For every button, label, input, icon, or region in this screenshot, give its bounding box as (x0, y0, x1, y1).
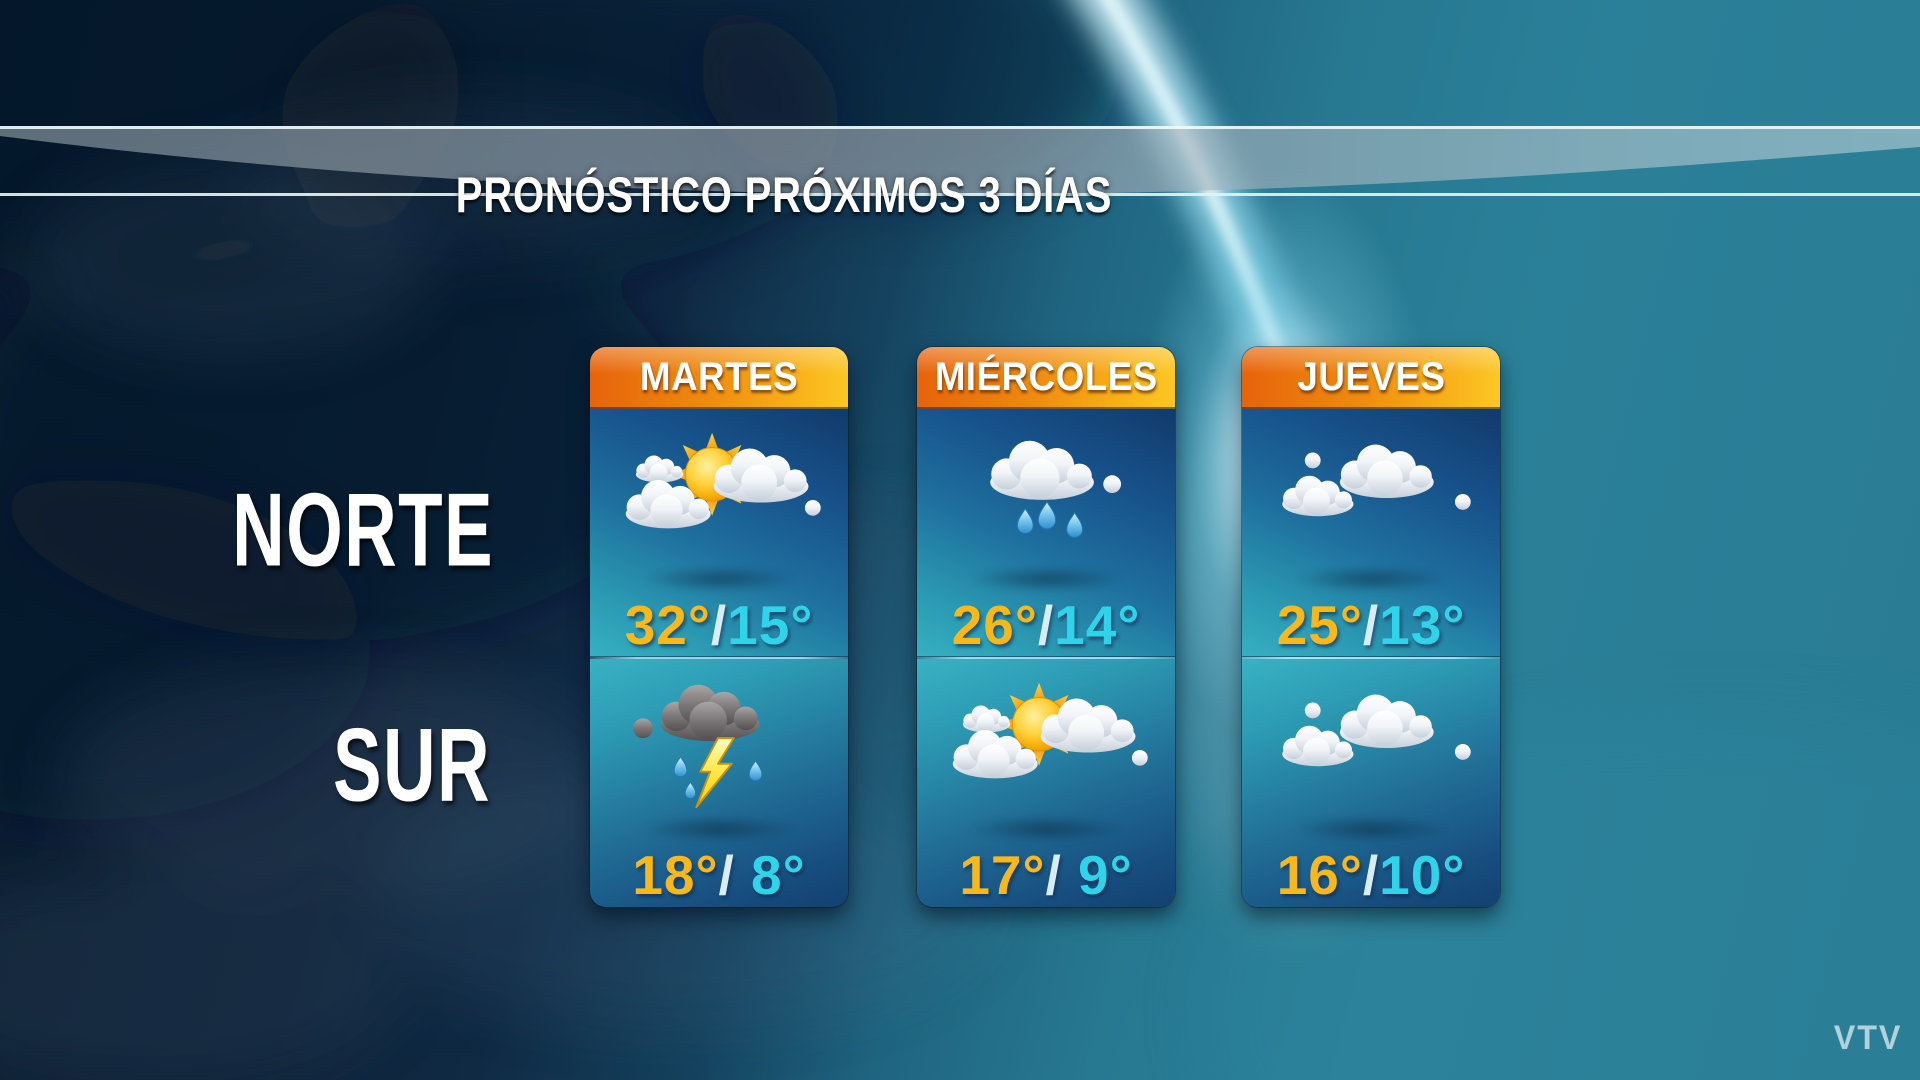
temperature-row: 18°/ 8° (590, 845, 848, 905)
forecast-cell-jueves-sur: 16°/10° (1242, 659, 1500, 907)
forecast-cell-miercoles-norte: 26°/14° (917, 409, 1175, 657)
forecast-cell-jueves-norte: 25°/13° (1242, 409, 1500, 657)
sun-behind-clouds-icon (613, 417, 825, 575)
temperature-row: 32°/15° (590, 595, 848, 655)
icon-shadow (968, 565, 1124, 593)
banner-top-line (0, 126, 1920, 129)
day-header: JUEVES (1242, 347, 1500, 409)
temp-separator: / (1037, 594, 1055, 656)
temperature-row: 16°/10° (1242, 845, 1500, 905)
rain-cloud-icon (940, 417, 1152, 575)
day-card-miercoles: MIÉRCOLES 26°/14° 17°/ 9° (917, 347, 1175, 907)
temp-separator: / (710, 594, 728, 656)
temperature-row: 25°/13° (1242, 595, 1500, 655)
weather-icon-use (633, 685, 762, 807)
low-temp: 15° (727, 594, 814, 656)
high-temp: 17° (959, 844, 1046, 906)
weather-icon-use (953, 683, 1148, 779)
low-temp: 10° (1379, 844, 1466, 906)
region-label-sur: SUR (333, 707, 491, 824)
low-temp: 9° (1061, 844, 1133, 906)
weather-icon-use (626, 433, 821, 529)
weather-icon-use (1282, 695, 1470, 767)
temp-separator: / (1362, 844, 1380, 906)
high-temp: 25° (1276, 594, 1363, 656)
cloudy-icon (1265, 667, 1477, 825)
day-card-jueves: JUEVES 25°/13° 16°/10° (1242, 347, 1500, 907)
forecast-cell-martes-sur: 18°/ 8° (590, 659, 848, 907)
forecast-cell-martes-norte: 32°/15° (590, 409, 848, 657)
day-header: MIÉRCOLES (917, 347, 1175, 409)
day-header: MARTES (590, 347, 848, 409)
channel-logo: VTV (1833, 1019, 1903, 1057)
day-label: MARTES (639, 354, 799, 399)
weather-icon-use (990, 441, 1121, 538)
section-divider (1242, 657, 1500, 659)
low-temp: 8° (734, 844, 806, 906)
high-temp: 32° (624, 594, 711, 656)
section-divider (917, 657, 1175, 659)
day-card-martes: MARTES 32°/15° 18°/ 8° (590, 347, 848, 907)
high-temp: 16° (1276, 844, 1363, 906)
icon-shadow (1293, 565, 1449, 593)
temp-separator: / (1362, 594, 1380, 656)
title-banner: PRONÓSTICO PRÓXIMOS 3 DÍAS (0, 120, 1920, 222)
page-title: PRONÓSTICO PRÓXIMOS 3 DÍAS (455, 166, 1113, 223)
low-temp: 14° (1054, 594, 1141, 656)
section-divider (590, 657, 848, 659)
high-temp: 26° (951, 594, 1038, 656)
temp-separator: / (1045, 844, 1062, 906)
storm-lightning-icon (613, 667, 825, 825)
day-label: JUEVES (1296, 354, 1445, 399)
icon-shadow (968, 815, 1124, 843)
sun-behind-clouds-icon (940, 667, 1152, 825)
banner-lens (0, 129, 1920, 195)
cloudy-icon (1265, 417, 1477, 575)
high-temp: 18° (632, 844, 719, 906)
icon-shadow (641, 565, 797, 593)
icon-shadow (641, 815, 797, 843)
temperature-row: 26°/14° (917, 595, 1175, 655)
forecast-cell-miercoles-sur: 17°/ 9° (917, 659, 1175, 907)
day-label: MIÉRCOLES (934, 354, 1158, 399)
banner-bottom-line (0, 193, 1920, 196)
icon-shadow (1293, 815, 1449, 843)
temp-separator: / (718, 844, 735, 906)
banner-lens-graphic (0, 126, 1920, 196)
region-label-norte: NORTE (232, 472, 494, 589)
weather-icon-use (1282, 445, 1470, 517)
low-temp: 13° (1379, 594, 1466, 656)
temperature-row: 17°/ 9° (917, 845, 1175, 905)
